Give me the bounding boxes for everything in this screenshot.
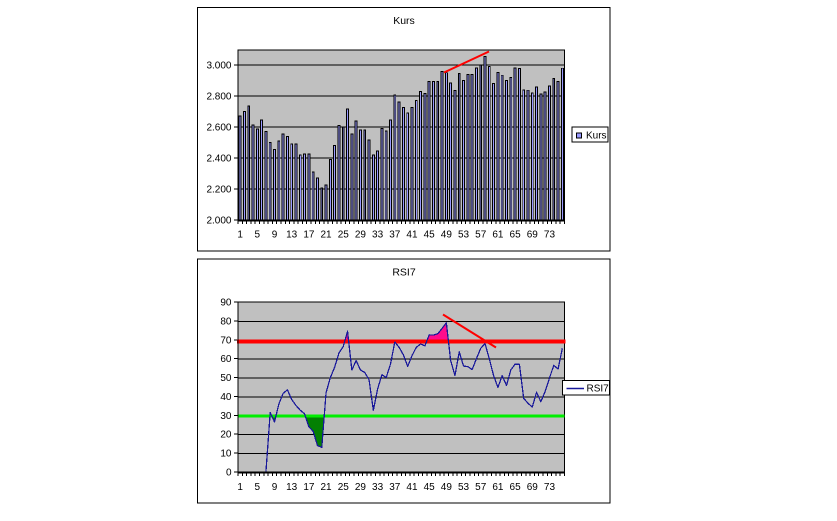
svg-text:65: 65: [510, 230, 522, 241]
svg-text:9: 9: [272, 482, 278, 493]
svg-text:2.400: 2.400: [206, 154, 231, 165]
svg-text:1: 1: [237, 230, 243, 241]
svg-text:RSI7: RSI7: [587, 384, 610, 395]
svg-text:9: 9: [272, 230, 278, 241]
svg-text:73: 73: [544, 482, 556, 493]
svg-text:21: 21: [321, 482, 333, 493]
svg-text:2.200: 2.200: [206, 185, 231, 196]
svg-text:40: 40: [220, 392, 232, 403]
svg-text:45: 45: [424, 482, 436, 493]
svg-text:53: 53: [458, 482, 470, 493]
svg-text:60: 60: [220, 354, 232, 365]
svg-text:17: 17: [303, 230, 315, 241]
svg-text:33: 33: [372, 482, 384, 493]
svg-text:13: 13: [286, 230, 298, 241]
svg-text:45: 45: [424, 230, 436, 241]
svg-text:57: 57: [475, 230, 487, 241]
svg-text:61: 61: [492, 230, 504, 241]
svg-text:1: 1: [237, 482, 243, 493]
svg-text:57: 57: [475, 482, 487, 493]
svg-text:37: 37: [389, 482, 401, 493]
svg-text:61: 61: [492, 482, 504, 493]
svg-text:5: 5: [255, 230, 261, 241]
svg-text:69: 69: [527, 230, 539, 241]
svg-text:69: 69: [527, 482, 539, 493]
svg-text:20: 20: [220, 430, 232, 441]
svg-text:17: 17: [303, 482, 315, 493]
svg-text:49: 49: [441, 482, 453, 493]
svg-text:0: 0: [226, 468, 232, 479]
svg-text:29: 29: [355, 482, 367, 493]
svg-text:53: 53: [458, 230, 470, 241]
svg-text:Kurs: Kurs: [393, 15, 415, 27]
svg-text:25: 25: [338, 482, 350, 493]
svg-text:41: 41: [406, 482, 418, 493]
svg-text:5: 5: [255, 482, 261, 493]
svg-text:80: 80: [220, 316, 232, 327]
svg-text:RSI7: RSI7: [392, 267, 416, 279]
svg-text:3.000: 3.000: [206, 61, 231, 72]
svg-text:49: 49: [441, 230, 453, 241]
svg-text:70: 70: [220, 335, 232, 346]
svg-text:37: 37: [389, 230, 401, 241]
svg-text:2.000: 2.000: [206, 216, 231, 227]
svg-text:25: 25: [338, 230, 350, 241]
svg-text:30: 30: [220, 411, 232, 422]
svg-text:33: 33: [372, 230, 384, 241]
svg-text:Kurs: Kurs: [586, 131, 607, 142]
svg-text:13: 13: [286, 482, 298, 493]
svg-text:29: 29: [355, 230, 367, 241]
svg-text:10: 10: [220, 449, 232, 460]
svg-text:21: 21: [321, 230, 333, 241]
svg-text:73: 73: [544, 230, 556, 241]
svg-text:2.600: 2.600: [206, 123, 231, 134]
svg-text:90: 90: [220, 298, 232, 309]
svg-text:50: 50: [220, 373, 232, 384]
svg-text:65: 65: [510, 482, 522, 493]
svg-text:2.800: 2.800: [206, 92, 231, 103]
svg-text:41: 41: [406, 230, 418, 241]
